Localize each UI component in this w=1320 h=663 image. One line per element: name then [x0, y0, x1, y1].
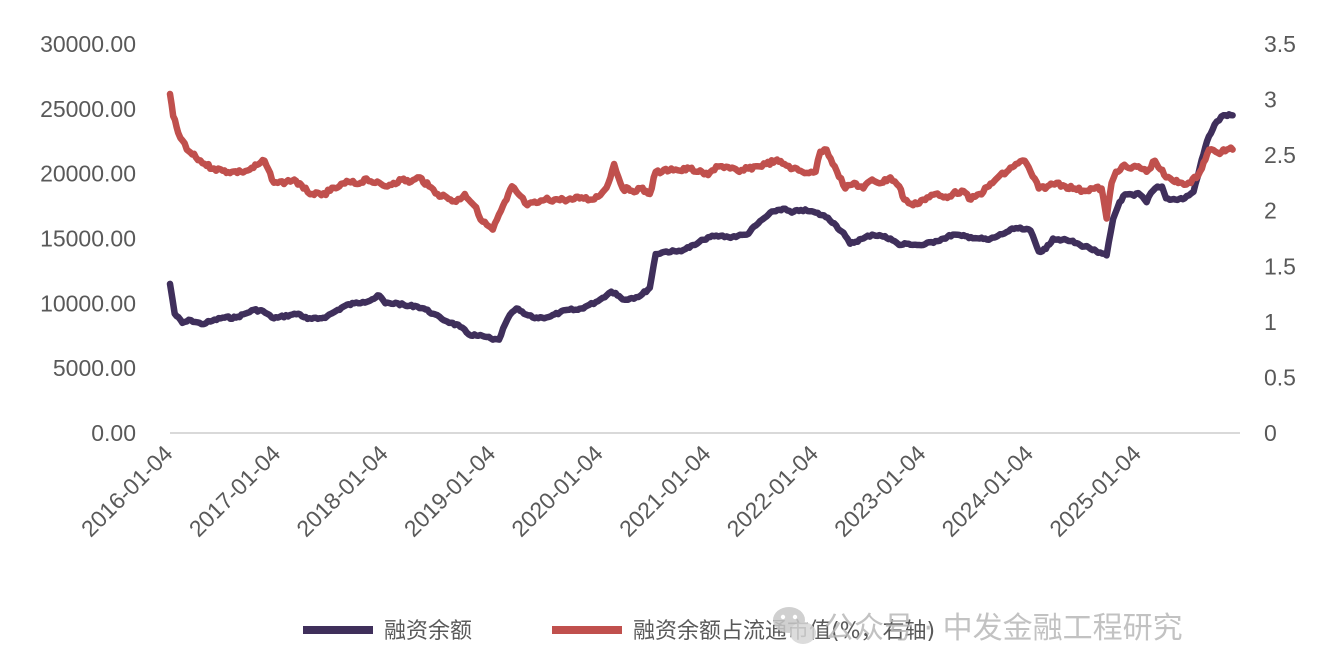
- x-tick-label: 2018-01-04: [291, 440, 393, 542]
- x-tick-label: 2023-01-04: [829, 440, 931, 542]
- x-tick-label: 2022-01-04: [722, 440, 824, 542]
- y-left-tick-label: 25000.00: [40, 96, 136, 122]
- x-tick-label: 2016-01-04: [76, 440, 178, 542]
- y-axis-left: 0.00 5000.00 10000.00 15000.00 20000.00 25000…: [40, 31, 136, 446]
- legend-label-financing-balance: 融资余额: [384, 619, 472, 644]
- x-tick-label: 2025-01-04: [1044, 440, 1146, 542]
- x-tick-label: 2019-01-04: [399, 440, 501, 542]
- x-axis: 2016-01-04 2017-01-04 2018-01-04 2019-01-04…: [76, 440, 1146, 542]
- x-tick-label: 2021-01-04: [614, 440, 716, 542]
- y-right-tick-label: 0.5: [1264, 364, 1296, 390]
- y-right-tick-label: 2: [1264, 198, 1277, 224]
- y-left-tick-label: 30000.00: [40, 31, 136, 57]
- y-left-tick-label: 20000.00: [40, 161, 136, 187]
- y-right-tick-label: 3.5: [1264, 31, 1296, 57]
- x-tick-label: 2020-01-04: [506, 440, 608, 542]
- y-right-tick-label: 2.5: [1264, 142, 1296, 168]
- y-left-tick-label: 0.00: [91, 420, 136, 446]
- y-right-tick-label: 0: [1264, 420, 1277, 446]
- series-line-financing-balance: [166, 111, 1236, 343]
- watermark: 公众号 · 中发金融工程研究: [773, 607, 1183, 646]
- wechat-icon: [773, 607, 816, 644]
- y-right-tick-label: 1: [1264, 309, 1277, 335]
- y-right-tick-label: 1.5: [1264, 253, 1296, 279]
- watermark-text: 公众号 · 中发金融工程研究: [824, 611, 1183, 646]
- y-left-tick-label: 15000.00: [40, 226, 136, 252]
- series-line-financing-ratio: [166, 90, 1236, 233]
- y-right-tick-label: 3: [1264, 87, 1277, 113]
- series-lines: [166, 90, 1236, 343]
- y-left-tick-label: 5000.00: [53, 355, 136, 381]
- x-tick-label: 2017-01-04: [184, 440, 286, 542]
- y-axis-right: 0 0.5 1 1.5 2 2.5 3 3.5: [1264, 31, 1296, 446]
- y-left-tick-label: 10000.00: [40, 290, 136, 316]
- legend: 融资余额 融资余额占流通市值(%，右轴): [303, 619, 935, 644]
- x-tick-label: 2024-01-04: [937, 440, 1039, 542]
